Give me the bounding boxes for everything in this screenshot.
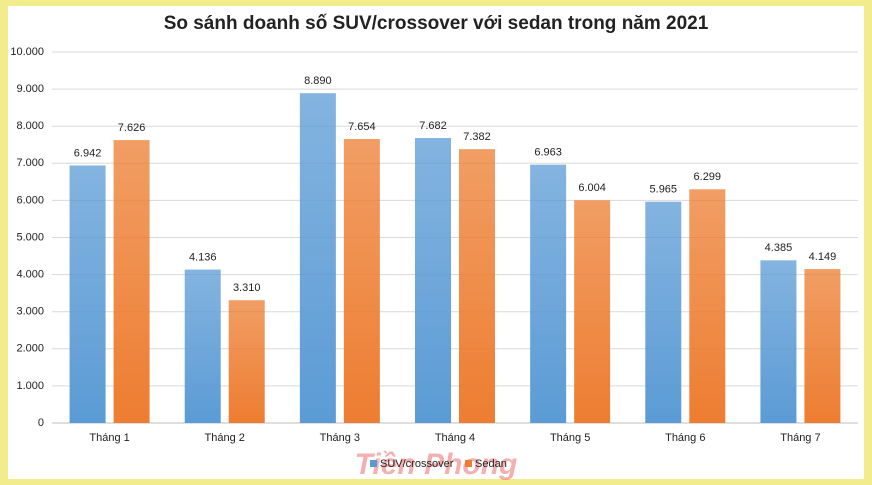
x-tick-label: Tháng 3 [320,432,360,444]
y-tick-label: 9.000 [16,83,44,95]
y-tick-label: 2.000 [16,343,44,355]
data-label: 4.149 [809,251,837,263]
bar [459,149,495,423]
bar [299,93,336,423]
data-label: 4.385 [765,242,793,254]
data-label: 4.136 [189,251,217,263]
data-label: 7.382 [463,131,491,143]
bar [184,269,221,423]
bar [530,164,567,423]
bar [415,137,451,423]
y-tick-label: 7.000 [16,157,44,169]
watermark: Tiền Phong [355,448,518,481]
y-tick-label: 0 [38,417,44,429]
data-label: 8.890 [304,75,332,87]
data-label: 6.963 [534,147,562,159]
bar [804,269,841,423]
chart-title: So sánh doanh số SUV/crossover với sedan… [164,13,709,34]
bar [574,200,611,423]
legend-swatch [465,460,472,467]
bar [343,139,380,423]
y-tick-label: 10.000 [10,46,44,58]
y-tick-label: 1.000 [16,380,44,392]
legend-swatch [370,460,377,467]
bar [113,140,150,424]
bar [689,189,726,423]
data-label: 7.626 [118,122,146,134]
data-label: 6.942 [74,147,102,159]
y-tick-label: 8.000 [16,120,44,132]
x-tick-label: Tháng 4 [435,432,475,444]
x-tick-label: Tháng 7 [780,432,820,444]
y-tick-label: 5.000 [16,231,44,243]
data-label: 5.965 [650,184,678,196]
y-tick-label: 4.000 [16,269,44,281]
y-tick-label: 3.000 [16,306,44,318]
bar [645,201,682,423]
bar [228,300,265,423]
data-label: 6.299 [694,171,722,183]
x-tick-label: Tháng 5 [550,432,590,444]
bar [760,260,797,423]
data-label: 7.682 [419,120,447,132]
legend-label: Sedan [475,458,507,470]
x-tick-label: Tháng 6 [665,432,705,444]
legend-label: SUV/crossover [380,458,454,470]
x-tick-label: Tháng 2 [205,432,245,444]
x-tick-label: Tháng 1 [89,432,129,444]
data-label: 3.310 [233,282,261,294]
data-label: 7.654 [348,121,376,133]
bar [69,165,106,424]
data-label: 6.004 [578,182,606,194]
y-tick-label: 6.000 [16,194,44,206]
